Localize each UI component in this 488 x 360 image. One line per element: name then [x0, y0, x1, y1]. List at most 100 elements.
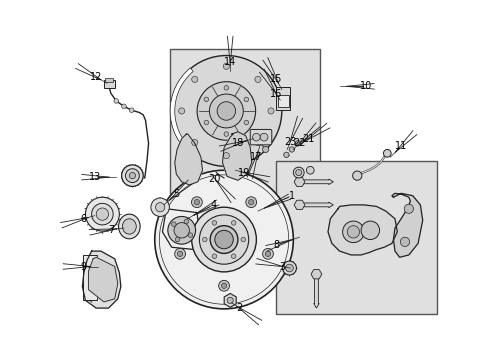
Text: 17: 17 — [250, 152, 262, 162]
Text: 12: 12 — [90, 72, 102, 82]
Circle shape — [254, 76, 261, 82]
Circle shape — [244, 120, 248, 125]
Polygon shape — [327, 205, 396, 255]
Circle shape — [122, 165, 143, 186]
Circle shape — [245, 197, 256, 208]
Circle shape — [203, 97, 208, 102]
Text: 1: 1 — [288, 191, 294, 201]
Text: 6: 6 — [81, 214, 87, 224]
FancyBboxPatch shape — [170, 49, 320, 203]
Polygon shape — [222, 132, 251, 180]
Text: 19: 19 — [238, 167, 250, 177]
Text: 15: 15 — [270, 75, 282, 84]
Circle shape — [191, 76, 198, 82]
Circle shape — [194, 199, 199, 205]
Circle shape — [226, 297, 233, 303]
Circle shape — [210, 226, 238, 253]
Circle shape — [241, 237, 245, 242]
Text: 23: 23 — [284, 137, 296, 147]
Circle shape — [122, 104, 126, 109]
Circle shape — [129, 172, 135, 179]
Polygon shape — [162, 209, 199, 249]
Circle shape — [175, 237, 180, 242]
Circle shape — [129, 108, 134, 112]
Polygon shape — [391, 193, 422, 257]
Circle shape — [96, 208, 108, 220]
Circle shape — [212, 221, 216, 225]
Circle shape — [262, 147, 268, 153]
Text: 14: 14 — [224, 57, 236, 67]
Text: 13: 13 — [88, 172, 101, 182]
Circle shape — [85, 197, 119, 231]
Circle shape — [346, 226, 359, 238]
Text: 22: 22 — [293, 138, 305, 148]
Circle shape — [91, 203, 113, 225]
Text: 7: 7 — [108, 225, 115, 235]
FancyBboxPatch shape — [250, 130, 271, 145]
Circle shape — [283, 152, 288, 158]
Text: 18: 18 — [231, 138, 244, 148]
Text: 3: 3 — [279, 261, 285, 271]
Circle shape — [267, 108, 274, 114]
Circle shape — [352, 171, 361, 180]
Polygon shape — [82, 251, 121, 308]
Circle shape — [155, 203, 164, 212]
Wedge shape — [170, 68, 193, 154]
Circle shape — [244, 97, 248, 102]
Circle shape — [214, 230, 233, 249]
Text: 21: 21 — [302, 134, 314, 144]
Circle shape — [177, 251, 183, 257]
Circle shape — [252, 133, 260, 141]
Polygon shape — [174, 134, 202, 185]
Circle shape — [203, 120, 208, 125]
FancyArrow shape — [299, 179, 333, 184]
Circle shape — [209, 94, 243, 128]
Text: 10: 10 — [360, 81, 372, 91]
Text: 5: 5 — [173, 189, 179, 199]
FancyBboxPatch shape — [104, 80, 115, 88]
FancyBboxPatch shape — [105, 78, 113, 82]
Circle shape — [197, 82, 255, 140]
Circle shape — [217, 102, 235, 120]
Circle shape — [262, 248, 273, 259]
FancyArrow shape — [299, 202, 333, 208]
FancyBboxPatch shape — [277, 95, 288, 107]
Circle shape — [151, 198, 169, 216]
Text: 4: 4 — [210, 200, 216, 210]
Circle shape — [282, 261, 296, 275]
Ellipse shape — [122, 219, 136, 234]
Circle shape — [231, 254, 236, 258]
Text: 11: 11 — [394, 141, 407, 151]
Circle shape — [188, 233, 192, 237]
Circle shape — [285, 264, 293, 272]
Circle shape — [254, 139, 261, 145]
Circle shape — [231, 221, 236, 225]
Circle shape — [360, 221, 379, 239]
Circle shape — [191, 207, 256, 272]
Circle shape — [114, 99, 118, 103]
Circle shape — [306, 166, 313, 174]
Circle shape — [125, 169, 139, 183]
FancyBboxPatch shape — [276, 87, 290, 110]
Circle shape — [224, 86, 228, 90]
Circle shape — [174, 248, 185, 259]
Circle shape — [248, 199, 253, 205]
Polygon shape — [88, 257, 118, 302]
Circle shape — [295, 141, 300, 146]
Circle shape — [167, 216, 195, 244]
Circle shape — [383, 149, 390, 157]
Circle shape — [293, 167, 304, 178]
Text: 8: 8 — [273, 240, 279, 250]
Circle shape — [400, 237, 409, 247]
Circle shape — [171, 55, 281, 166]
Ellipse shape — [118, 214, 140, 239]
FancyBboxPatch shape — [83, 255, 97, 300]
FancyArrow shape — [313, 274, 319, 308]
Text: 16: 16 — [270, 89, 282, 99]
Circle shape — [265, 251, 270, 257]
Circle shape — [221, 283, 226, 288]
Text: 9: 9 — [81, 261, 87, 271]
FancyBboxPatch shape — [276, 161, 436, 314]
Circle shape — [224, 132, 228, 136]
Text: 20: 20 — [208, 174, 221, 184]
